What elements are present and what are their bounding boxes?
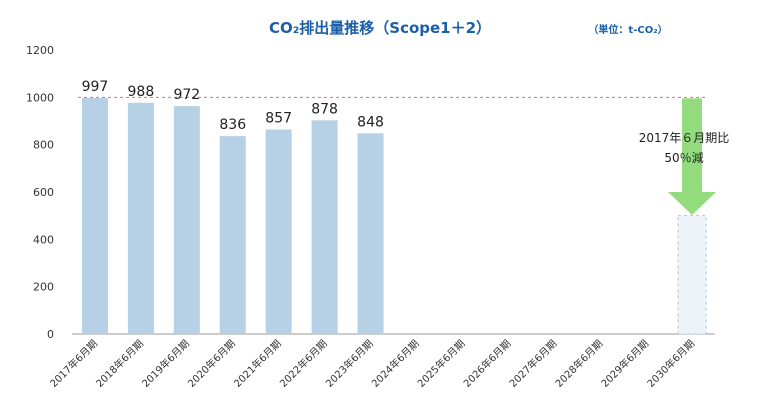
bar-series bbox=[78, 96, 717, 335]
x-tick-label: 2018年6月期 bbox=[93, 337, 146, 390]
bar bbox=[219, 136, 246, 334]
data-label: 878 bbox=[311, 101, 338, 117]
unit-note: （単位：t-CO₂） bbox=[588, 23, 667, 36]
data-label: 857 bbox=[265, 111, 292, 127]
x-tick-label: 2021年6月期 bbox=[231, 337, 284, 390]
data-label: 972 bbox=[173, 87, 200, 103]
y-tick-label: 600 bbox=[33, 186, 54, 199]
bar bbox=[311, 120, 338, 334]
y-axis: 0 200 400 600 800 1000 1200 bbox=[26, 44, 715, 341]
bar bbox=[173, 106, 200, 334]
reduction-arrow bbox=[668, 98, 717, 215]
x-tick-label: 2023年6月期 bbox=[323, 337, 376, 390]
y-tick-label: 400 bbox=[33, 233, 54, 246]
data-label: 836 bbox=[219, 117, 246, 133]
y-tick-label: 200 bbox=[33, 281, 54, 294]
annotation-line-1: 2017年６月期比 bbox=[639, 131, 730, 145]
y-tick-label: 0 bbox=[47, 328, 54, 341]
x-tick-label: 2027年6月期 bbox=[506, 337, 559, 390]
data-labels: 997 988 972 836 857 878 848 bbox=[82, 79, 384, 133]
data-label: 997 bbox=[82, 79, 109, 95]
annotation-line-2: 50％減 bbox=[664, 150, 703, 165]
x-tick-label: 2022年6月期 bbox=[277, 337, 330, 390]
data-label: 988 bbox=[128, 84, 155, 100]
x-tick-label: 2025年6月期 bbox=[415, 337, 468, 390]
x-axis: 2017年6月期2018年6月期2019年6月期2020年6月期2021年6月期… bbox=[47, 337, 697, 390]
x-tick-label: 2026年6月期 bbox=[461, 337, 514, 390]
y-tick-label: 1200 bbox=[26, 44, 54, 57]
x-tick-label: 2017年6月期 bbox=[47, 337, 100, 390]
y-tick-label: 800 bbox=[33, 139, 54, 152]
x-tick-label: 2020年6月期 bbox=[185, 337, 238, 390]
chart-title: CO₂排出量推移（Scope1＋2） bbox=[269, 19, 491, 37]
data-label: 848 bbox=[357, 114, 384, 130]
bar bbox=[127, 102, 154, 334]
bar bbox=[265, 129, 292, 334]
x-tick-label: 2029年6月期 bbox=[598, 337, 651, 390]
y-tick-label: 1000 bbox=[26, 91, 54, 104]
x-tick-label: 2019年6月期 bbox=[139, 337, 192, 390]
target-annotation: 2017年６月期比 50％減 bbox=[639, 131, 730, 165]
bar bbox=[81, 98, 108, 334]
bar bbox=[357, 133, 384, 334]
target-bar bbox=[677, 215, 707, 335]
x-tick-label: 2024年6月期 bbox=[369, 337, 422, 390]
x-tick-label: 2030年6月期 bbox=[644, 337, 697, 390]
x-tick-label: 2028年6月期 bbox=[552, 337, 605, 390]
